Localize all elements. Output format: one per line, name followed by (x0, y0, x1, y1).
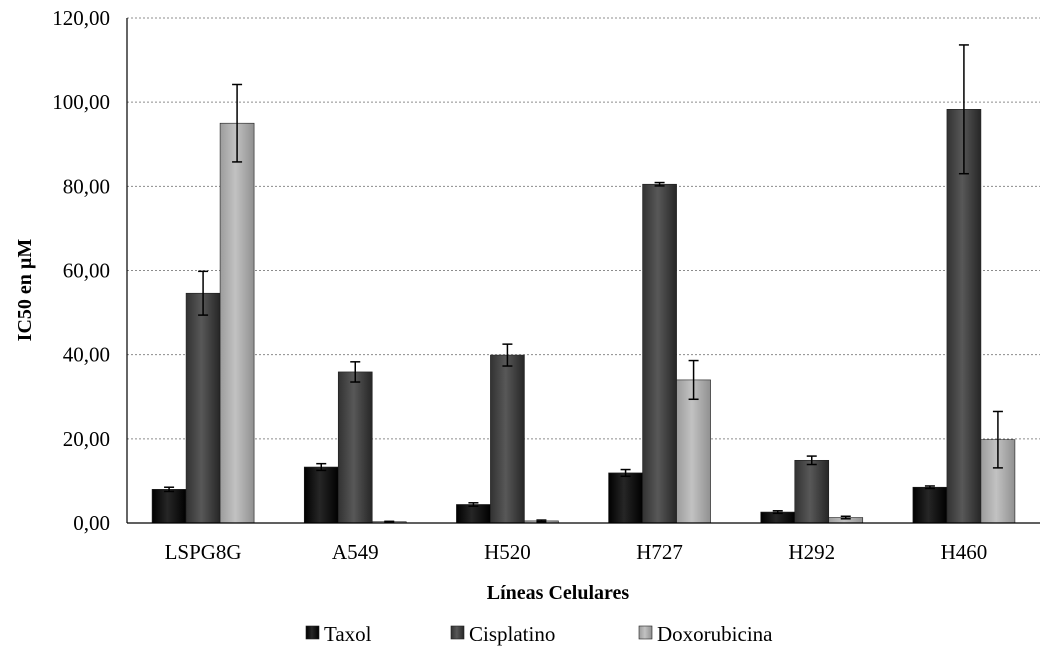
x-tick-label: H520 (484, 540, 531, 564)
bar-doxorubicina-h727 (676, 379, 711, 524)
x-axis-ticks: LSPG8G A549 H520 H727 H292 H460 (165, 540, 988, 564)
x-tick-label: H727 (636, 540, 683, 564)
x-tick-label: H292 (788, 540, 835, 564)
legend-label-cisplatino: Cisplatino (469, 622, 555, 646)
bar-doxorubicina-lspg8g (219, 122, 255, 524)
legend-swatch-taxol (305, 625, 320, 640)
bars (151, 109, 1016, 524)
y-tick-label: 20,00 (63, 427, 110, 451)
y-tick-label: 60,00 (63, 259, 110, 283)
bar-cisplatino-h460 (946, 109, 982, 524)
error-bars (164, 44, 1003, 523)
axes (126, 18, 1040, 524)
legend-swatch-doxorubicina (638, 625, 653, 640)
bar-taxol-h520 (456, 504, 491, 524)
y-axis-title: IC50 en µM (14, 239, 36, 342)
x-tick-label: LSPG8G (165, 540, 242, 564)
bar-taxol-lspg8g (151, 489, 187, 524)
bar-cisplatino-a549 (337, 371, 373, 524)
y-tick-label: 40,00 (63, 343, 110, 367)
y-tick-label: 0,00 (73, 511, 110, 535)
x-axis-title: Líneas Celulares (487, 582, 630, 604)
y-tick-label: 100,00 (52, 90, 110, 114)
bar-cisplatino-h292 (794, 459, 830, 524)
gridlines (127, 17, 1040, 440)
bar-taxol-a549 (303, 466, 339, 524)
legend-swatch-cisplatino (450, 625, 465, 640)
legend: Taxol Cisplatino Doxorubicina (305, 622, 773, 646)
x-tick-label: A549 (332, 540, 379, 564)
legend-label-taxol: Taxol (324, 622, 372, 646)
bar-cisplatino-lspg8g (185, 292, 221, 524)
bar-cisplatino-h520 (490, 354, 525, 524)
x-tick-label: H460 (941, 540, 988, 564)
y-tick-label: 80,00 (63, 174, 110, 198)
legend-label-doxorubicina: Doxorubicina (657, 622, 773, 646)
y-axis-ticks: 0,00 20,00 40,00 60,00 80,00 100,00 120,00 (52, 6, 110, 535)
y-tick-label: 120,00 (52, 6, 110, 30)
bar-cisplatino-h727 (642, 183, 677, 524)
bar-taxol-h460 (912, 486, 948, 524)
bar-taxol-h727 (608, 472, 643, 524)
